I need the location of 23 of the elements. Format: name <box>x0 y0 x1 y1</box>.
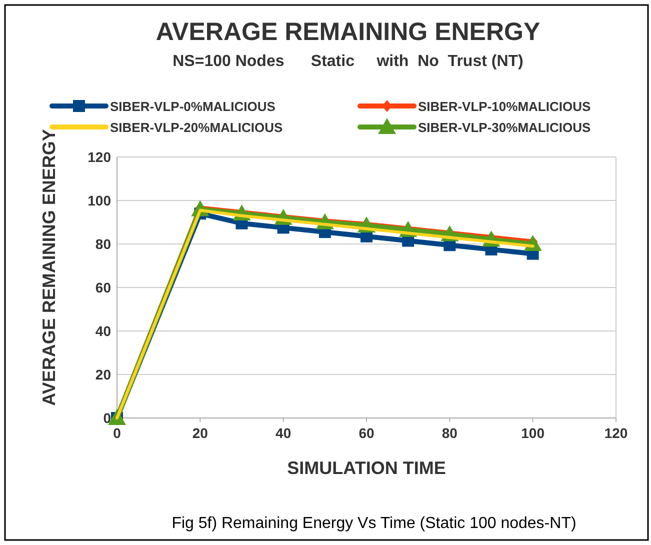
x-tick-label: 60 <box>358 425 374 441</box>
x-tick-label: 0 <box>113 425 122 441</box>
x-tick-label: 120 <box>604 425 628 441</box>
y-axis-title: AVERAGE REMAINING ENERGY <box>39 129 59 406</box>
y-tick-label: 20 <box>95 366 112 382</box>
chart-title: AVERAGE REMAINING ENERGY <box>156 18 540 46</box>
x-tick-label: 20 <box>192 425 208 441</box>
x-tick-label: 80 <box>442 425 458 441</box>
legend-label: SIBER-VLP-0%MALICIOUS <box>110 99 276 114</box>
y-tick-label: 0 <box>103 410 112 426</box>
x-tick-label: 40 <box>276 425 292 441</box>
y-tick-label: 120 <box>88 149 112 165</box>
y-tick-label: 40 <box>95 323 112 339</box>
y-tick-label: 100 <box>88 192 112 208</box>
y-tick-label: 80 <box>95 236 112 252</box>
caption: Fig 5f) Remaining Energy Vs Time (Static 100 nodes-NT) <box>172 515 576 532</box>
chart-subtitle: NS=100 Nodes Static with No Trust (NT) <box>172 53 524 70</box>
legend-label: SIBER-VLP-10%MALICIOUS <box>418 99 591 114</box>
legend-label: SIBER-VLP-30%MALICIOUS <box>418 120 591 135</box>
x-tick-label: 100 <box>521 425 545 441</box>
x-axis-title: SIMULATION TIME <box>287 458 446 478</box>
y-tick-label: 60 <box>95 280 112 296</box>
legend-label: SIBER-VLP-20%MALICIOUS <box>110 120 283 135</box>
